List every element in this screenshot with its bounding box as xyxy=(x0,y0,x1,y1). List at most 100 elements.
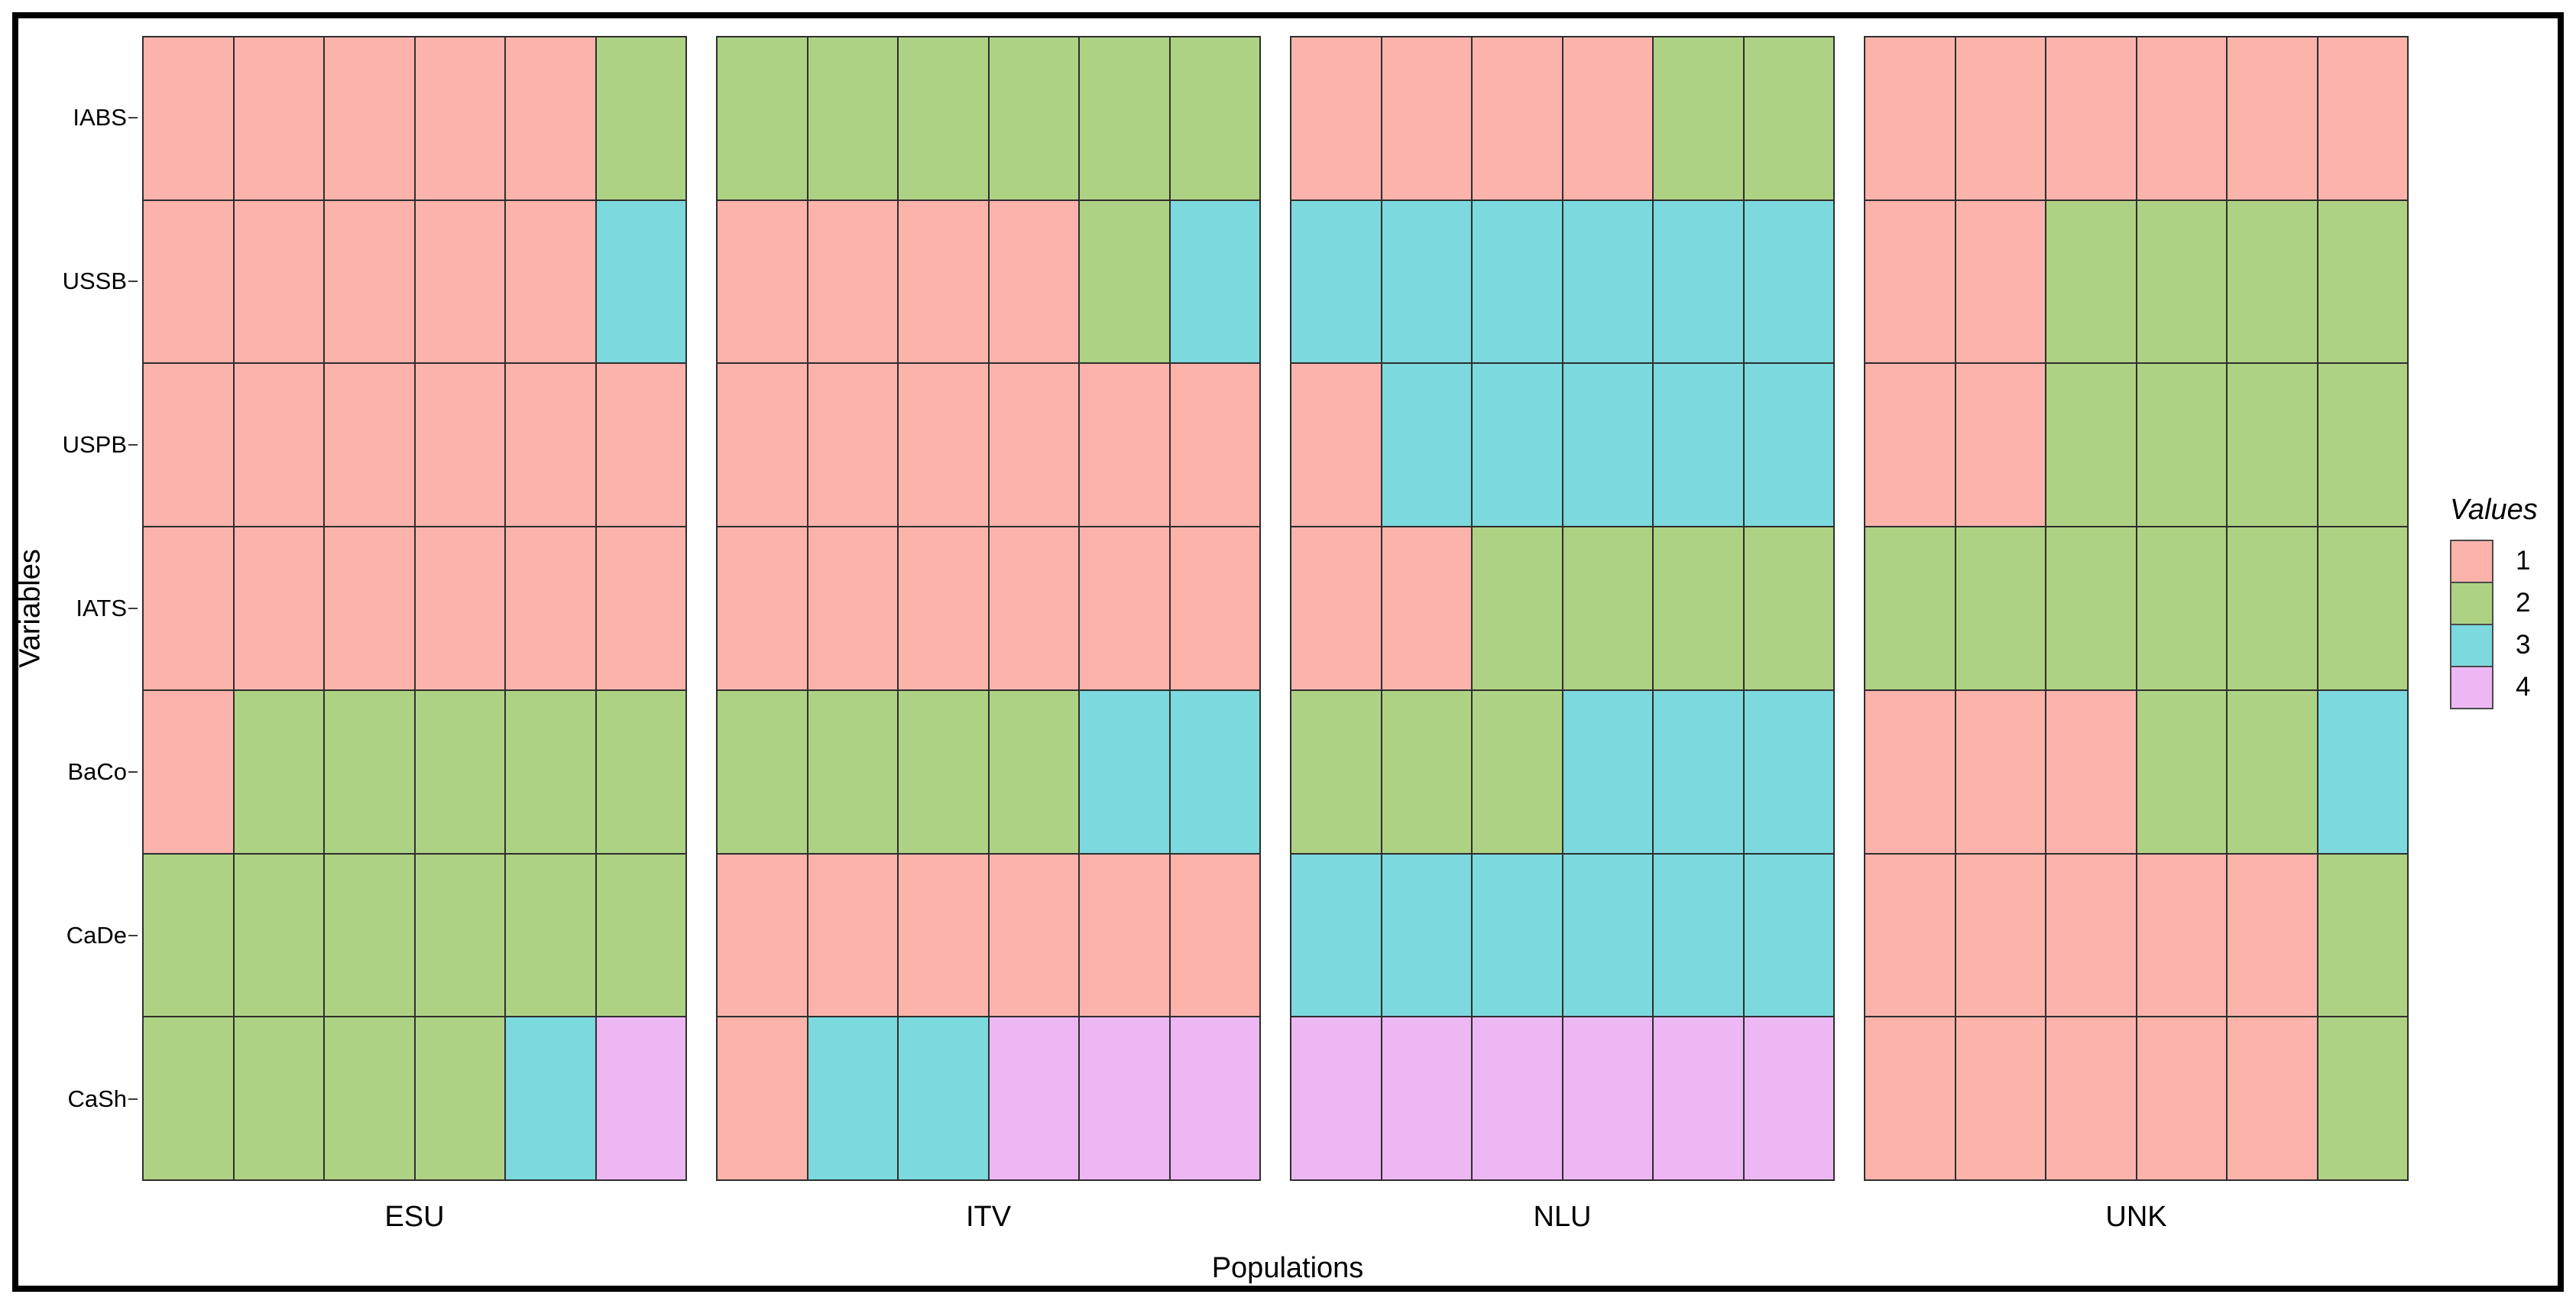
heatmap-cell xyxy=(1471,852,1562,1017)
heatmap-cell xyxy=(1864,852,1955,1017)
heatmap-cell xyxy=(1380,689,1471,853)
heatmap-cell xyxy=(142,36,233,199)
heatmap-cell xyxy=(323,852,414,1017)
heatmap-cell xyxy=(595,362,685,527)
heatmap-cell xyxy=(1290,526,1381,689)
heatmap-cell xyxy=(987,526,1078,689)
heatmap-cell xyxy=(595,36,685,199)
heatmap-cell xyxy=(323,1016,414,1179)
heatmap-cell xyxy=(595,689,685,853)
heatmap-cell xyxy=(987,852,1078,1017)
heatmap-cell xyxy=(806,199,897,363)
heatmap-cell xyxy=(413,852,504,1017)
heatmap-cell xyxy=(1561,526,1652,689)
heatmap-cell xyxy=(595,852,685,1017)
heatmap-cell xyxy=(1864,199,1955,363)
heatmap-cell xyxy=(1078,1016,1169,1179)
heatmap-cell xyxy=(716,36,807,199)
legend-swatch-2 xyxy=(2450,582,2493,625)
heatmap-cell xyxy=(806,526,897,689)
heatmap-cell xyxy=(1380,1016,1471,1179)
heatmap-cell xyxy=(232,362,323,527)
heatmap-cell xyxy=(142,1016,233,1179)
heatmap-cell xyxy=(897,199,988,363)
heatmap-cell xyxy=(2135,199,2226,363)
heatmap-cell xyxy=(1290,199,1381,363)
heatmap-cell xyxy=(232,199,323,363)
heatmap-cell xyxy=(1471,36,1562,199)
heatmap-cell xyxy=(1078,362,1169,527)
heatmap-cell xyxy=(595,526,685,689)
y-axis-tick xyxy=(128,117,138,118)
heatmap-cell xyxy=(2045,362,2136,527)
heatmap-cell xyxy=(1168,526,1259,689)
heatmap-cell xyxy=(232,852,323,1017)
heatmap-cell xyxy=(1078,852,1169,1017)
heatmap-cell xyxy=(2045,1016,2136,1179)
heatmap-cell xyxy=(2316,852,2407,1017)
heatmap-cell xyxy=(1954,526,2045,689)
y-axis-tick xyxy=(128,281,138,282)
heatmap-cell xyxy=(1471,1016,1562,1179)
legend-label-4: 4 xyxy=(2516,672,2531,702)
heatmap-cell xyxy=(1742,689,1833,853)
heatmap-cell xyxy=(504,689,595,853)
heatmap-cell xyxy=(1652,362,1743,527)
heatmap-cell xyxy=(413,362,504,527)
heatmap-cell xyxy=(1954,36,2045,199)
facet-panel-esu xyxy=(142,36,687,1181)
facet-label-nlu: NLU xyxy=(1533,1201,1592,1233)
heatmap-cell xyxy=(2045,526,2136,689)
heatmap-cell xyxy=(1864,362,1955,527)
heatmap-cell xyxy=(2045,852,2136,1017)
legend-swatch-1 xyxy=(2450,540,2493,583)
heatmap-cell xyxy=(2316,1016,2407,1179)
heatmap-cell xyxy=(1742,526,1833,689)
heatmap-cell xyxy=(1652,526,1743,689)
heatmap-cell xyxy=(987,689,1078,853)
heatmap-cell xyxy=(142,526,233,689)
heatmap-cell xyxy=(2316,362,2407,527)
legend-swatch-4 xyxy=(2450,666,2493,709)
heatmap-cell xyxy=(2316,36,2407,199)
heatmap-cell xyxy=(1168,689,1259,853)
heatmap-cell xyxy=(1954,852,2045,1017)
y-axis-label-iabs: IABS xyxy=(73,104,127,131)
heatmap-cell xyxy=(1290,36,1381,199)
heatmap-cell xyxy=(2045,689,2136,853)
heatmap-cell xyxy=(2135,526,2226,689)
heatmap-cell xyxy=(323,689,414,853)
heatmap-cell xyxy=(716,689,807,853)
heatmap-cell xyxy=(2226,199,2317,363)
heatmap-cell xyxy=(232,36,323,199)
heatmap-cell xyxy=(323,36,414,199)
heatmap-cell xyxy=(1078,526,1169,689)
heatmap-cell xyxy=(806,689,897,853)
heatmap-cell xyxy=(897,526,988,689)
heatmap-cell xyxy=(806,852,897,1017)
heatmap-cell xyxy=(1954,199,2045,363)
legend-title: Values xyxy=(2450,494,2538,526)
heatmap-cell xyxy=(1380,852,1471,1017)
y-axis-tick xyxy=(128,771,138,773)
heatmap-cell xyxy=(1290,852,1381,1017)
y-axis-label-uspb: USPB xyxy=(62,431,127,458)
heatmap-cell xyxy=(1864,526,1955,689)
heatmap-cell xyxy=(2226,1016,2317,1179)
y-axis-label-cade: CaDe xyxy=(66,922,127,949)
heatmap-cell xyxy=(232,689,323,853)
heatmap-cell xyxy=(1471,689,1562,853)
heatmap-cell xyxy=(1078,689,1169,853)
facet-panel-unk xyxy=(1864,36,2409,1181)
heatmap-cell xyxy=(1078,36,1169,199)
heatmap-cell xyxy=(716,1016,807,1179)
heatmap-cell xyxy=(232,526,323,689)
heatmap-cell xyxy=(987,36,1078,199)
y-axis-label-baco: BaCo xyxy=(67,758,127,785)
heatmap-cell xyxy=(1380,526,1471,689)
heatmap-cell xyxy=(1561,689,1652,853)
heatmap-cell xyxy=(716,852,807,1017)
heatmap-cell xyxy=(1652,199,1743,363)
heatmap-cell xyxy=(1290,362,1381,527)
